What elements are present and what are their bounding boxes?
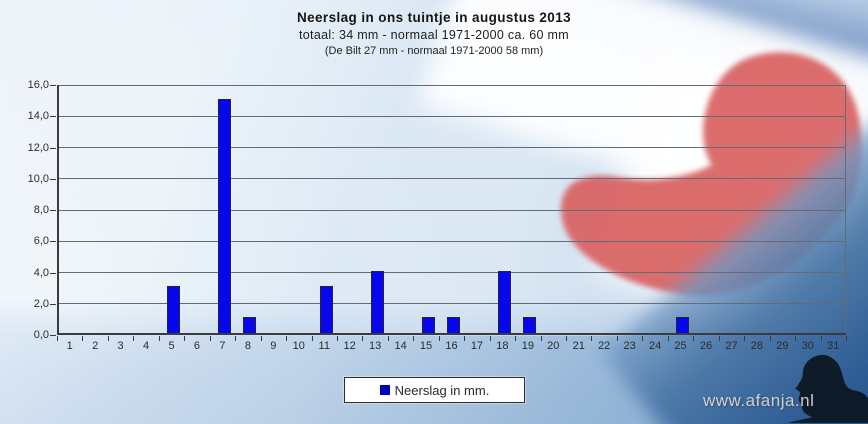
y-axis-tick xyxy=(50,335,56,336)
gridline xyxy=(59,209,846,211)
x-tick-label: 15 xyxy=(419,340,433,352)
x-tick-label: 9 xyxy=(270,340,277,352)
x-axis-tick xyxy=(846,336,847,341)
watermark-text: www.afanja.nl xyxy=(703,391,815,410)
bar-day-25 xyxy=(676,317,690,333)
chart-note: (De Bilt 27 mm - normaal 1971-2000 58 mm… xyxy=(324,45,544,57)
chart-subtitle: totaal: 34 mm - normaal 1971-2000 ca. 60… xyxy=(299,28,569,42)
y-tick-label: 10,0 xyxy=(27,172,49,185)
y-tick-label: 16,0 xyxy=(27,79,49,91)
x-tick-label: 22 xyxy=(598,340,611,352)
x-tick-label: 27 xyxy=(725,340,738,352)
gridline xyxy=(59,115,846,117)
legend-marker-icon xyxy=(379,385,390,395)
bar-day-7 xyxy=(217,98,231,333)
y-tick-label: 12,0 xyxy=(27,141,49,154)
x-tick-label: 28 xyxy=(750,340,764,352)
x-tick-label: 12 xyxy=(343,340,356,352)
y-axis-tick xyxy=(50,178,56,180)
legend-box: Neerslag in mm. xyxy=(344,377,525,403)
y-tick-label: 4,0 xyxy=(33,266,49,279)
gridline xyxy=(59,272,846,273)
bar-day-5 xyxy=(167,286,181,333)
x-tick-label: 11 xyxy=(318,340,330,352)
bar-day-18 xyxy=(497,270,511,333)
y-tick-label: 14,0 xyxy=(27,110,49,123)
x-tick-label: 10 xyxy=(292,340,305,352)
bar-day-13 xyxy=(370,270,384,333)
y-tick-label: 8,0 xyxy=(33,204,49,216)
gridline xyxy=(59,84,846,86)
y-tick-label: 2,0 xyxy=(33,297,49,310)
y-axis-tick xyxy=(50,147,56,149)
gridline xyxy=(59,147,846,148)
x-tick-label: 6 xyxy=(193,340,201,352)
bar-day-8 xyxy=(243,317,257,333)
bar-day-16 xyxy=(447,317,460,333)
y-axis-tick xyxy=(50,116,56,118)
bar-day-19 xyxy=(523,317,537,333)
y-tick-label: 6,0 xyxy=(33,235,49,248)
y-tick-label: 0,0 xyxy=(33,329,49,341)
x-tick-label: 5 xyxy=(168,340,175,352)
x-tick-label: 19 xyxy=(521,340,534,352)
plot-area xyxy=(57,84,846,335)
x-tick-label: 20 xyxy=(547,340,560,352)
x-tick-label: 2 xyxy=(92,340,99,352)
x-tick-label: 7 xyxy=(219,340,226,352)
x-tick-label: 25 xyxy=(674,340,687,352)
y-axis-tick xyxy=(50,210,56,211)
legend-label: Neerslag in mm. xyxy=(394,382,490,398)
x-tick-label: 21 xyxy=(572,340,585,352)
x-tick-label: 23 xyxy=(623,340,636,352)
y-axis-tick xyxy=(50,303,56,305)
x-tick-label: 18 xyxy=(496,340,509,352)
y-axis-tick xyxy=(50,241,56,243)
x-tick-label: 13 xyxy=(369,340,382,352)
x-tick-label: 26 xyxy=(699,340,713,352)
bar-day-11 xyxy=(319,286,333,333)
chart-header: Neerslag in ons tuintje in augustus 2013… xyxy=(0,9,868,59)
plot-right-border xyxy=(845,85,846,333)
x-tick-label: 3 xyxy=(117,340,124,352)
x-tick-label: 8 xyxy=(244,340,251,352)
x-tick-label: 24 xyxy=(648,340,662,352)
y-axis-tick xyxy=(50,272,56,274)
bar-day-15 xyxy=(421,317,435,333)
x-tick-label: 16 xyxy=(445,340,458,352)
chart-title: Neerslag in ons tuintje in augustus 2013 xyxy=(296,10,572,25)
x-tick-label: 14 xyxy=(394,340,407,352)
person-silhouette-icon xyxy=(787,354,868,423)
x-tick-label: 17 xyxy=(470,340,484,352)
y-axis-tick xyxy=(50,85,56,86)
x-tick-label: 4 xyxy=(143,340,150,352)
gridline xyxy=(59,240,846,242)
x-tick-label: 1 xyxy=(66,340,73,352)
gridline xyxy=(59,178,846,180)
